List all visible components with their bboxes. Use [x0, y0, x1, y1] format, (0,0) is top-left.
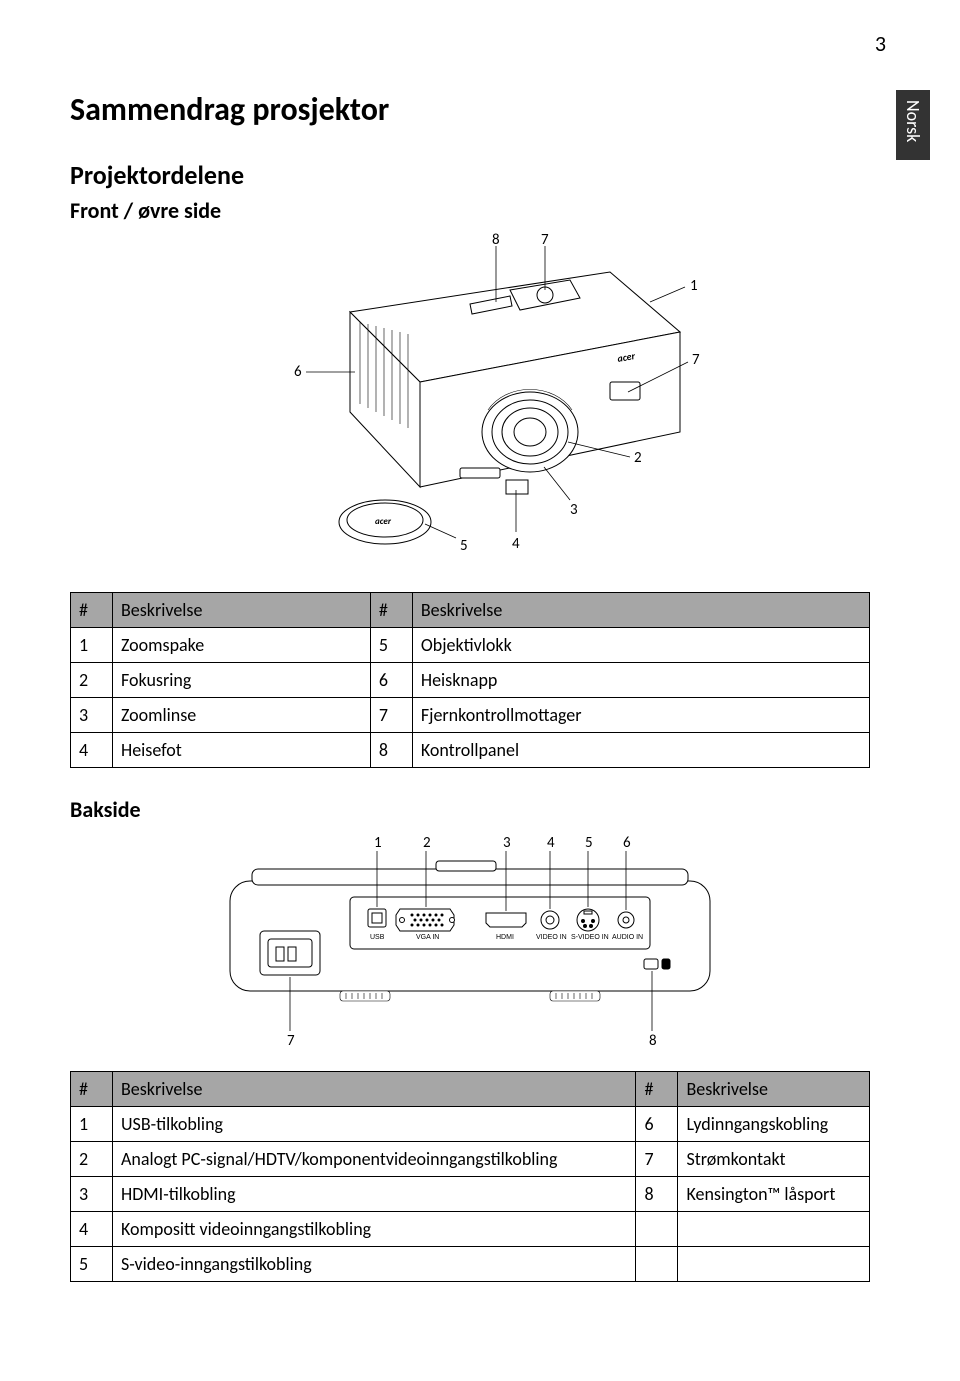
callout-r7: 7: [287, 1032, 295, 1050]
th-desc: Beskrivelse: [113, 593, 371, 628]
port-label-audio: AUDIO IN: [612, 934, 643, 941]
table-row: 2 Analogt PC-signal/HDTV/komponentvideoi…: [71, 1142, 870, 1177]
brand-text-cap: acer: [375, 516, 392, 527]
callout-r3: 3: [503, 834, 511, 852]
page-number: 3: [875, 30, 886, 57]
callout-8: 8: [492, 232, 500, 249]
callout-3: 3: [570, 501, 578, 519]
callout-5: 5: [460, 537, 468, 555]
port-label-svideo: S-VIDEO IN: [571, 934, 609, 941]
th-num: #: [636, 1072, 678, 1107]
section-heading: Projektordelene: [70, 159, 870, 191]
callout-1: 1: [690, 277, 698, 295]
callout-7b: 7: [692, 351, 700, 369]
language-tab: Norsk: [896, 90, 930, 160]
th-num: #: [370, 593, 412, 628]
port-label-hdmi: HDMI: [496, 934, 514, 941]
section-subheading: Front / øvre side: [70, 197, 870, 224]
table-row: 3 HDMI-tilkobling 8 Kensington™ låsport: [71, 1177, 870, 1212]
port-label-vga: VGA IN: [416, 934, 439, 941]
rear-parts-table: # Beskrivelse # Beskrivelse 1 USB-tilkob…: [70, 1071, 870, 1282]
callout-2: 2: [634, 449, 642, 467]
callout-7: 7: [541, 232, 549, 249]
callout-r4: 4: [547, 834, 555, 852]
table-row: 1 Zoomspake 5 Objektivlokk: [71, 628, 870, 663]
rear-figure: USB VGA IN HDMI VIDEO IN S-VIDEO IN AUDI…: [70, 831, 870, 1051]
table-row: 5 S-video-inngangstilkobling: [71, 1247, 870, 1282]
table-row: 2 Fokusring 6 Heisknapp: [71, 663, 870, 698]
th-desc: Beskrivelse: [113, 1072, 636, 1107]
front-parts-table: # Beskrivelse # Beskrivelse 1 Zoomspake …: [70, 592, 870, 768]
th-desc: Beskrivelse: [678, 1072, 870, 1107]
callout-4: 4: [512, 535, 520, 553]
section-subheading: Bakside: [70, 796, 870, 823]
th-desc: Beskrivelse: [412, 593, 869, 628]
port-label-usb: USB: [370, 934, 385, 941]
callout-6: 6: [294, 363, 302, 381]
callout-r8: 8: [649, 1032, 657, 1050]
callout-r5: 5: [585, 834, 593, 852]
table-row: 4 Kompositt videoinngangstilkobling: [71, 1212, 870, 1247]
callout-r2: 2: [423, 834, 431, 852]
callout-r6: 6: [623, 834, 631, 852]
table-row: 4 Heisefot 8 Kontrollpanel: [71, 733, 870, 768]
page-title: Sammendrag prosjektor: [70, 90, 870, 129]
port-label-video: VIDEO IN: [536, 934, 567, 941]
page-content: Sammendrag prosjektor Projektordelene Fr…: [70, 90, 870, 1310]
callout-r1: 1: [374, 834, 382, 852]
table-row: 3 Zoomlinse 7 Fjernkontrollmottager: [71, 698, 870, 733]
th-num: #: [71, 1072, 113, 1107]
table-row: 1 USB-tilkobling 6 Lydinngangskobling: [71, 1107, 870, 1142]
front-figure: acer acer 1 2 3 4: [70, 232, 870, 572]
th-num: #: [71, 593, 113, 628]
